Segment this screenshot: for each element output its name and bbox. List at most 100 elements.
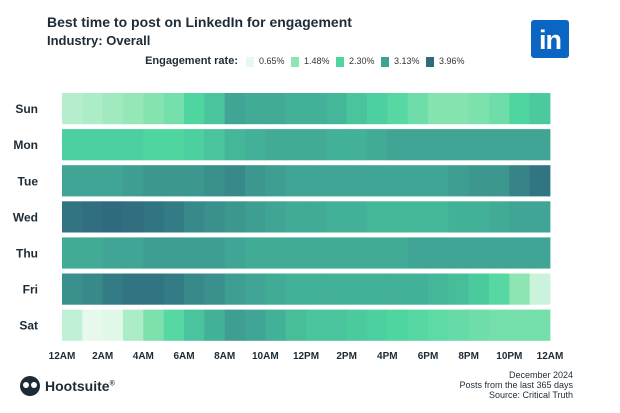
day-label: Tue (18, 174, 39, 188)
heatmap-cell (529, 237, 551, 269)
heatmap-cell (509, 273, 531, 305)
heatmap-cell (367, 309, 388, 341)
heatmap-cell (265, 273, 287, 305)
heatmap-cell (62, 273, 83, 305)
x-tick-label: 4AM (133, 351, 154, 362)
legend-label: Engagement rate: (145, 55, 238, 67)
heatmap-cell (123, 309, 144, 341)
heatmap-cell (123, 165, 144, 197)
heatmap-cell (204, 201, 226, 233)
legend-item-label: 0.65% (259, 56, 285, 66)
x-tick-label: 12PM (293, 351, 319, 362)
heatmap-cell (62, 201, 83, 233)
heatmap-cell (346, 237, 368, 269)
heatmap-cell (102, 129, 124, 161)
heatmap-cell (163, 165, 185, 197)
x-tick-label: 12AM (537, 351, 564, 362)
legend-item-label: 3.13% (394, 56, 420, 66)
heatmap-cell (224, 129, 246, 161)
heatmap-cell (204, 165, 226, 197)
heatmap-cell (306, 201, 327, 233)
heatmap-cell (367, 201, 388, 233)
heatmap-cell (346, 201, 368, 233)
heatmap-cell (285, 201, 307, 233)
heatmap-cell (448, 201, 470, 233)
heatmap-cell (224, 93, 246, 125)
day-label: Sat (19, 319, 38, 333)
heatmap-cell (407, 129, 429, 161)
legend-swatch (291, 57, 299, 67)
heatmap-cell (143, 273, 165, 305)
heatmap-cell (367, 165, 388, 197)
heatmap-cell (428, 129, 449, 161)
heatmap-cell (184, 237, 205, 269)
heatmap-cell (468, 273, 490, 305)
heatmap-cell (102, 309, 124, 341)
heatmap-cell (62, 237, 83, 269)
heatmap-cell (123, 237, 144, 269)
heatmap-cell (224, 309, 246, 341)
legend-swatch (426, 57, 434, 67)
x-tick-label: 6AM (173, 351, 194, 362)
heatmap-cell (245, 165, 266, 197)
heatmap-cell (285, 93, 307, 125)
heatmap-cell (204, 273, 226, 305)
heatmap-cell (448, 309, 470, 341)
heatmap-cell (306, 129, 327, 161)
heatmap-cell (387, 165, 409, 197)
heatmap-cell (82, 237, 104, 269)
heatmap-cell (143, 93, 165, 125)
heatmap-cell (407, 165, 429, 197)
legend-item-label: 1.48% (304, 56, 330, 66)
heatmap-chart: Sun Mon Tue Wed Thu Fri Sat 12AM 2AM 4AM 6AM 8AM 10… (13, 93, 564, 362)
footer-source: Source: Critical Truth (488, 390, 573, 400)
heatmap-cell (224, 165, 246, 197)
heatmap-cell (489, 273, 510, 305)
heatmap-cell (224, 237, 246, 269)
heatmap-cell (387, 309, 409, 341)
heatmap-cell (489, 165, 510, 197)
heatmap-cell (123, 129, 144, 161)
heatmap-cell (428, 237, 449, 269)
heatmap-cell (407, 273, 429, 305)
heatmap-cell (285, 165, 307, 197)
heatmap-cell (509, 201, 531, 233)
heatmap-cell (326, 165, 348, 197)
heatmap-cell (82, 273, 104, 305)
heatmap-cell (204, 129, 226, 161)
heatmap-cell (265, 165, 287, 197)
heatmap-cell (407, 201, 429, 233)
heatmap-cell (123, 93, 144, 125)
heatmap-cell (509, 309, 531, 341)
heatmap-cell (428, 273, 449, 305)
heatmap-cell (448, 273, 470, 305)
heatmap-cell (143, 237, 165, 269)
heatmap-cell (468, 237, 490, 269)
heatmap-cell (204, 309, 226, 341)
heatmap-cell (245, 129, 266, 161)
heatmap-cell (102, 93, 124, 125)
heatmap-cell (387, 237, 409, 269)
heatmap-cell (163, 93, 185, 125)
heatmap-cell (407, 309, 429, 341)
legend: Engagement rate: 0.65% 1.48% 2.30% 3.13%… (0, 55, 620, 69)
heatmap-cell (265, 201, 287, 233)
heatmap-cell (529, 93, 551, 125)
heatmap-cell (143, 165, 165, 197)
heatmap-cell (184, 93, 205, 125)
heatmap-cell (285, 273, 307, 305)
heatmap-cell (306, 309, 327, 341)
chart-subtitle: Industry: Overall (47, 33, 151, 48)
day-label: Sun (15, 102, 38, 116)
heatmap-cell (265, 309, 287, 341)
brand-name: Hootsuite® (45, 378, 115, 394)
heatmap-cell (265, 129, 287, 161)
heatmap-cell (428, 165, 449, 197)
x-tick-label: 10AM (252, 351, 279, 362)
day-label: Thu (16, 247, 38, 261)
heatmap-cell (82, 129, 104, 161)
x-tick-label: 12AM (49, 351, 76, 362)
heatmap-cell (184, 309, 205, 341)
x-tick-label: 6PM (418, 351, 439, 362)
heatmap-cell (326, 237, 348, 269)
